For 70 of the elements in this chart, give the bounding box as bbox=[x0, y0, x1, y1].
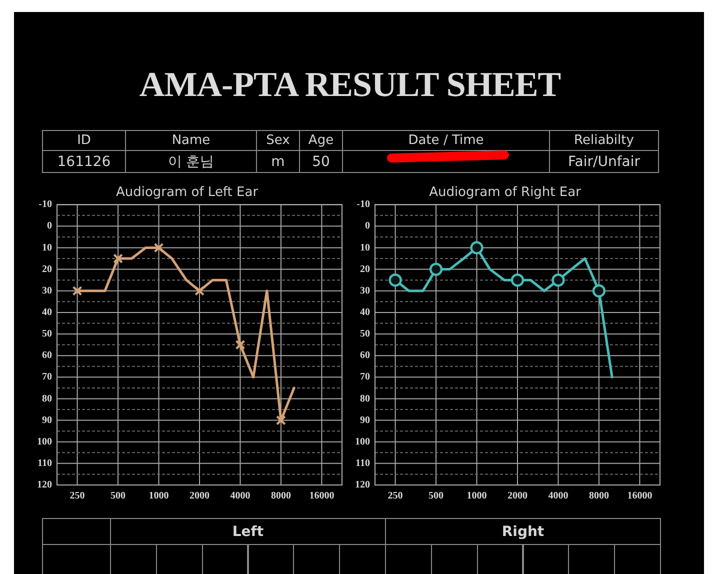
category-label: Sex bbox=[256, 130, 300, 151]
x-tick-label: 2000 bbox=[508, 490, 528, 502]
text: Left bbox=[110, 518, 386, 545]
y-tick-label: 100 bbox=[355, 436, 370, 448]
y-tick-label: 0 bbox=[47, 220, 52, 232]
category-label: Age bbox=[299, 130, 343, 151]
category-label: Reliabilty bbox=[549, 130, 659, 151]
y-tick-label: 90 bbox=[42, 414, 52, 426]
y-tick-label: 30 bbox=[360, 285, 370, 296]
x-tick-label: 2000 bbox=[190, 490, 210, 502]
x-tick-label: 4000 bbox=[230, 490, 250, 502]
y-tick-label: 110 bbox=[356, 458, 370, 470]
y-tick-label: 50 bbox=[42, 328, 52, 340]
point bbox=[592, 284, 606, 298]
point bbox=[470, 241, 484, 254]
y-tick-label: 0 bbox=[365, 220, 370, 232]
y-tick-label: -10 bbox=[356, 199, 370, 210]
y-tick-label: 40 bbox=[42, 307, 52, 318]
point bbox=[429, 262, 443, 276]
category-label: Name bbox=[125, 130, 257, 151]
x-tick-label: 500 bbox=[110, 490, 126, 502]
y-tick-label: 10 bbox=[42, 242, 52, 254]
x-tick-label: 16000 bbox=[309, 490, 334, 502]
y-tick-label: 120 bbox=[37, 480, 52, 491]
point bbox=[510, 273, 524, 287]
x-tick-label: 8000 bbox=[588, 490, 609, 502]
text: 50 bbox=[312, 154, 330, 170]
y-tick-label: 20 bbox=[360, 264, 370, 275]
y-tick-label: 60 bbox=[360, 350, 370, 362]
y-tick-label: 120 bbox=[355, 480, 370, 491]
y-tick-label: 90 bbox=[360, 414, 370, 426]
y-tick-label: 30 bbox=[42, 285, 52, 296]
x-tick-label: 1000 bbox=[466, 490, 487, 502]
x-tick-label: 4000 bbox=[548, 490, 568, 502]
x-tick-label: 16000 bbox=[627, 490, 652, 502]
text: Right bbox=[385, 518, 661, 545]
y-tick-label: -10 bbox=[38, 199, 52, 210]
x-tick-label: 250 bbox=[70, 490, 85, 502]
point bbox=[194, 286, 204, 296]
point bbox=[154, 242, 164, 253]
y-tick-label: 80 bbox=[42, 393, 52, 404]
point bbox=[113, 254, 124, 264]
y-tick-label: 70 bbox=[360, 372, 370, 383]
text: AMA-PTA RESULT SHEET bbox=[138, 64, 562, 106]
y-tick-label: 80 bbox=[360, 393, 370, 404]
y-tick-label: 100 bbox=[37, 436, 52, 448]
x-tick-label: 8000 bbox=[270, 490, 291, 502]
point bbox=[388, 273, 402, 287]
text: Fair/Unfair bbox=[568, 154, 640, 170]
y-tick-label: 50 bbox=[360, 328, 370, 340]
y-tick-label: 40 bbox=[360, 307, 370, 318]
category-label: Date / Time bbox=[342, 130, 550, 151]
chart-title: Audiogram of Left Ear bbox=[116, 185, 259, 200]
text: 161126 bbox=[57, 154, 111, 170]
text: 이 훈님 bbox=[168, 154, 214, 170]
y-tick-label: 20 bbox=[42, 264, 52, 275]
y-tick-label: 10 bbox=[360, 242, 370, 254]
point bbox=[72, 286, 82, 296]
y-tick-label: 60 bbox=[42, 350, 52, 362]
y-tick-label: 70 bbox=[42, 372, 52, 383]
text: m bbox=[271, 154, 285, 170]
point bbox=[276, 415, 286, 426]
x-tick-label: 500 bbox=[428, 490, 444, 502]
point bbox=[235, 340, 246, 350]
category-label: ID bbox=[42, 130, 126, 151]
chart-title: Audiogram of Right Ear bbox=[429, 185, 582, 200]
x-tick-label: 1000 bbox=[148, 490, 169, 502]
x-tick-label: 250 bbox=[388, 490, 403, 502]
y-tick-label: 110 bbox=[38, 458, 52, 470]
point bbox=[552, 273, 565, 287]
